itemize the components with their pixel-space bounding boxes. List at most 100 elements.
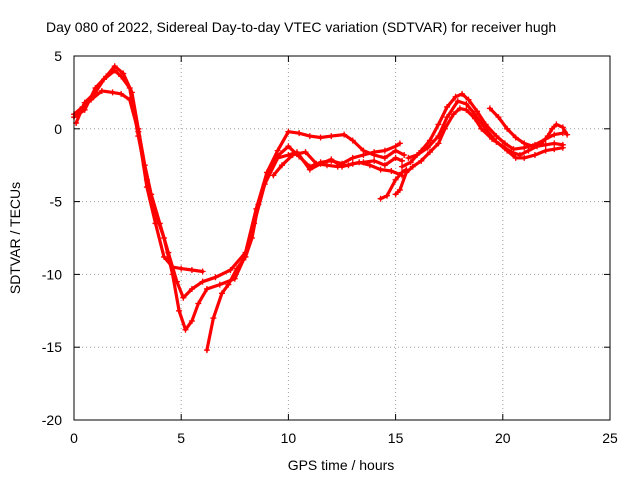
data-point: [559, 144, 566, 151]
data-point: [161, 235, 168, 241]
data-point: [426, 137, 433, 144]
data-point: [512, 134, 519, 141]
x-tick-label: 15: [388, 430, 404, 446]
data-point: [418, 157, 425, 164]
data-point: [521, 140, 528, 147]
data-point: [444, 114, 451, 121]
data-point: [328, 133, 335, 140]
data-point: [403, 169, 410, 176]
data-point: [306, 163, 313, 170]
data-point: [203, 347, 210, 354]
data-point: [225, 281, 232, 288]
y-tick-label: -20: [42, 412, 62, 428]
data-point: [366, 162, 373, 169]
data-point: [452, 93, 459, 100]
data-point: [345, 162, 352, 169]
data-point: [306, 133, 313, 140]
data-point: [504, 147, 511, 154]
y-tick-label: -5: [50, 194, 63, 210]
data-point: [233, 265, 240, 272]
series-line: [72, 89, 205, 274]
data-point: [450, 111, 457, 118]
data-point: [285, 143, 292, 150]
data-point: [510, 146, 517, 153]
series-track-5: [270, 149, 406, 179]
y-tick-label: -10: [42, 266, 62, 282]
data-point: [371, 149, 378, 156]
data-point: [242, 253, 249, 260]
data-point: [188, 317, 195, 324]
data-point: [504, 125, 511, 132]
data-point: [79, 103, 86, 110]
data-point: [493, 138, 500, 145]
series-track-10: [486, 105, 571, 150]
data-point: [118, 73, 125, 80]
data-point: [407, 159, 414, 166]
data-point: [180, 294, 187, 301]
data-point: [399, 163, 406, 170]
data-point: [549, 125, 556, 132]
data-point: [263, 169, 270, 176]
data-point: [109, 89, 116, 96]
series-track-2: [73, 67, 406, 333]
tick-layer: 0 5 10 15 20 25 5 0 -5 -10 -15 -20: [42, 48, 618, 446]
grid-layer: [74, 56, 610, 420]
data-point: [195, 300, 202, 307]
data-point: [218, 290, 225, 297]
y-axis-label: SDTVAR / TECUs: [7, 182, 23, 294]
x-tick-label: 20: [495, 430, 511, 446]
data-point: [101, 76, 108, 83]
series-track-4: [203, 140, 403, 354]
data-point: [270, 172, 277, 179]
data-point: [212, 274, 219, 281]
data-point: [486, 105, 493, 112]
data-point: [328, 157, 335, 164]
data-point: [98, 87, 105, 94]
data-point: [188, 267, 195, 274]
data-point: [178, 265, 185, 272]
data-point: [313, 160, 320, 167]
data-point: [409, 163, 416, 170]
data-point: [493, 133, 500, 140]
data-point: [111, 67, 118, 74]
data-point: [176, 307, 183, 314]
data-point: [203, 285, 210, 292]
data-point: [161, 253, 168, 260]
data-point: [278, 162, 285, 169]
data-point: [349, 137, 356, 144]
chart-title: Day 080 of 2022, Sidereal Day-to-day VTE…: [46, 19, 556, 35]
x-axis-label: GPS time / hours: [288, 457, 395, 473]
data-point: [525, 147, 532, 154]
data-point: [471, 111, 478, 118]
data-point: [538, 140, 545, 147]
data-point: [272, 154, 279, 161]
data-point: [392, 191, 399, 198]
x-tick-label: 10: [281, 430, 297, 446]
data-point: [334, 163, 341, 170]
data-point: [182, 326, 189, 333]
data-point: [401, 152, 408, 159]
data-point: [317, 134, 324, 141]
series-layer: [71, 63, 571, 354]
data-point: [188, 285, 195, 292]
data-point: [564, 131, 571, 138]
data-point: [227, 267, 234, 274]
data-point: [435, 140, 442, 147]
data-point: [542, 141, 549, 148]
plot-frame: [73, 55, 611, 421]
data-point: [551, 140, 558, 147]
data-point: [341, 131, 348, 138]
data-point: [302, 149, 309, 156]
data-point: [371, 157, 378, 164]
data-point: [152, 220, 159, 227]
data-point: [542, 147, 549, 154]
data-point: [426, 149, 433, 156]
data-point: [349, 154, 356, 161]
data-point: [414, 152, 421, 159]
data-point: [381, 147, 388, 154]
data-point: [399, 157, 406, 164]
data-point: [465, 96, 472, 103]
y-tick-label: -15: [42, 339, 62, 355]
data-point: [459, 90, 466, 97]
